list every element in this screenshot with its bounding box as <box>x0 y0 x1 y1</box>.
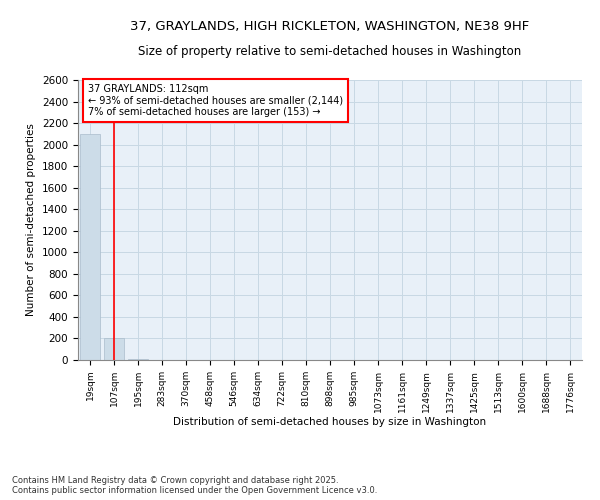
Text: 37 GRAYLANDS: 112sqm
← 93% of semi-detached houses are smaller (2,144)
7% of sem: 37 GRAYLANDS: 112sqm ← 93% of semi-detac… <box>88 84 343 117</box>
Y-axis label: Number of semi-detached properties: Number of semi-detached properties <box>26 124 37 316</box>
Text: Size of property relative to semi-detached houses in Washington: Size of property relative to semi-detach… <box>139 45 521 58</box>
X-axis label: Distribution of semi-detached houses by size in Washington: Distribution of semi-detached houses by … <box>173 418 487 428</box>
Text: 37, GRAYLANDS, HIGH RICKLETON, WASHINGTON, NE38 9HF: 37, GRAYLANDS, HIGH RICKLETON, WASHINGTO… <box>130 20 530 33</box>
Text: Contains public sector information licensed under the Open Government Licence v3: Contains public sector information licen… <box>12 486 377 495</box>
Bar <box>80 134 100 360</box>
Bar <box>104 338 124 360</box>
Bar <box>128 359 148 360</box>
Text: Contains HM Land Registry data © Crown copyright and database right 2025.: Contains HM Land Registry data © Crown c… <box>12 476 338 485</box>
